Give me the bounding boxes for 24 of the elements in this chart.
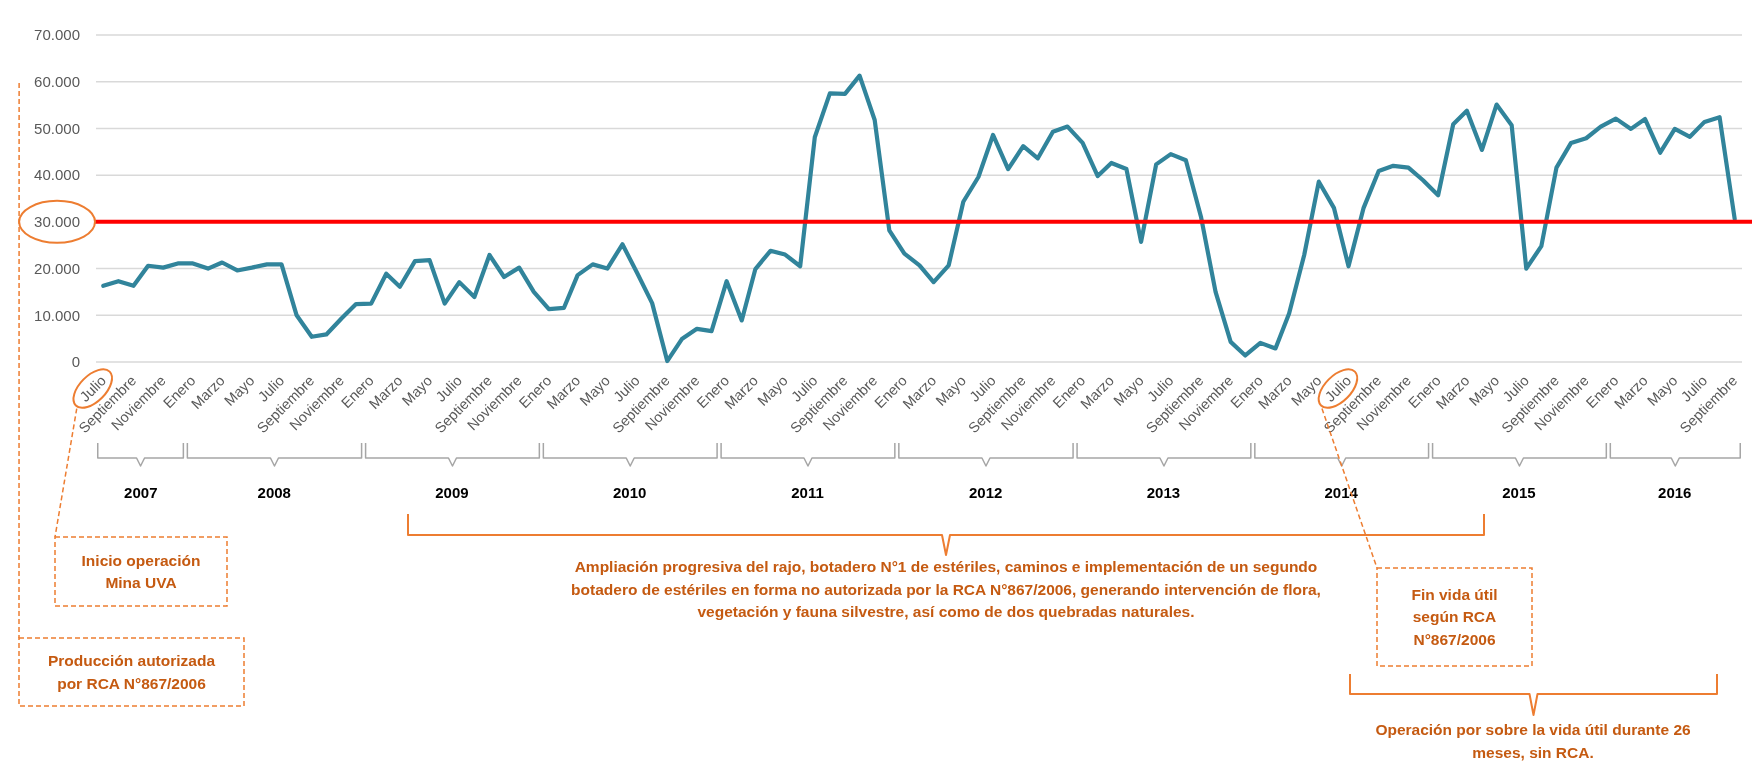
x2-tick-label: 2014 — [1324, 484, 1359, 502]
y-tick-label: 50.000 — [34, 119, 80, 137]
x2-tick-label: 2010 — [613, 484, 647, 502]
x2-tick-label: 2012 — [969, 484, 1003, 502]
line-series — [101, 73, 1737, 364]
y-tick-label: 70.000 — [34, 26, 80, 44]
x2-tick-label: 2013 — [1146, 484, 1181, 502]
text: Ampliación progresiva del rajo, botadero N°1 de estériles, caminos e implementación de un segundo botadero de estériles en forma no autorizada por la RCA N°867/2006, generando intervención de flora, vegetación y fauna silvestre, así como de dos quebradas naturales. — [571, 558, 1321, 621]
y-tick-label: 60.000 — [34, 72, 80, 90]
y-tick-label: 10.000 — [34, 306, 80, 324]
x2-tick-label: 2015 — [1502, 484, 1536, 502]
x2-tick-label: 2016 — [1658, 484, 1692, 502]
x2-tick-label: 2011 — [791, 484, 824, 502]
x2-tick-label: 2007 — [124, 484, 158, 502]
x2-tick-label: 2009 — [435, 484, 469, 502]
text: Fin vida útil según RCA N°867/2006 — [1411, 585, 1498, 648]
y-tick-label: 30.000 — [34, 213, 80, 231]
y-tick-label: 20.000 — [34, 259, 80, 277]
y-tick-label: 40.000 — [34, 166, 80, 184]
y-tick-label: 0 — [71, 353, 80, 371]
x2-tick-label: 2008 — [257, 484, 291, 502]
text: Operación por sobre la vida útil durante 26 meses, sin RCA. — [1375, 721, 1691, 761]
text: Inicio operación Mina UVA — [81, 551, 201, 592]
text: Producción autorizada por RCA N°867/2006 — [47, 652, 216, 692]
